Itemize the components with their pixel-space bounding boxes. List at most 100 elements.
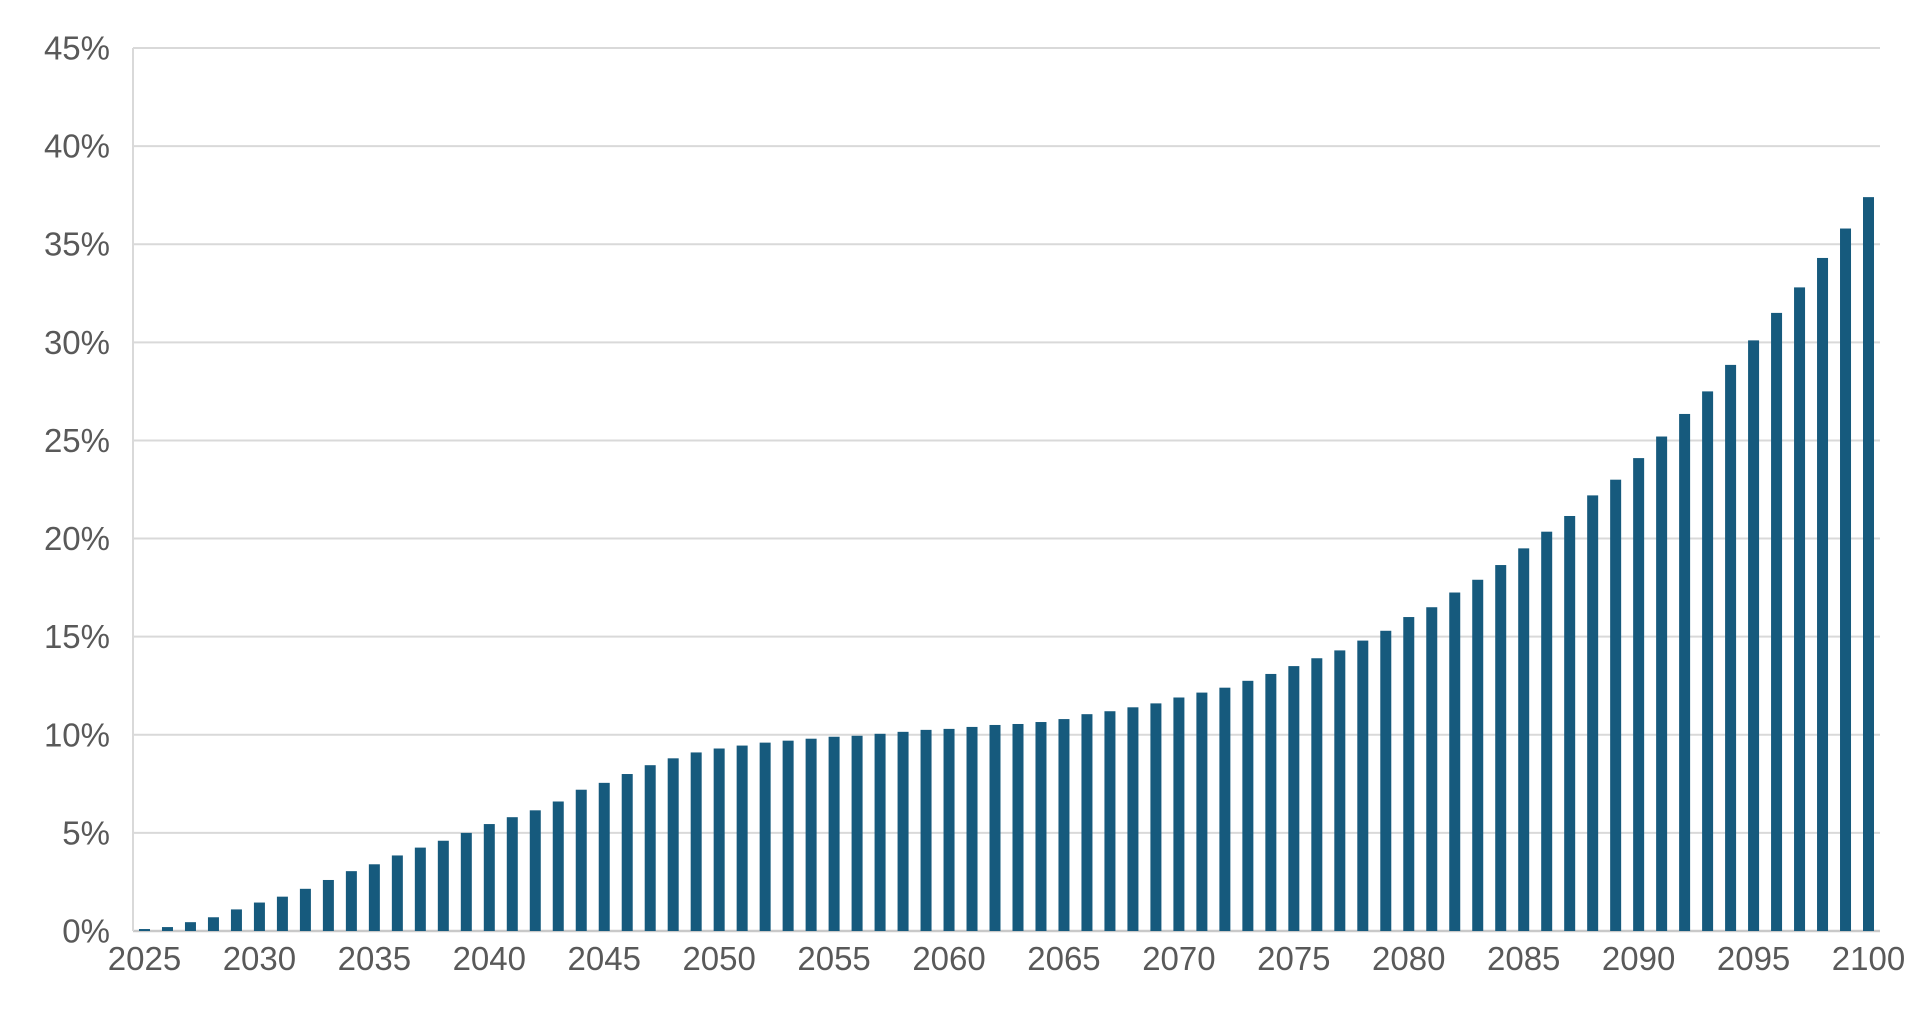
bar-2031 xyxy=(276,896,288,931)
bar-2046 xyxy=(621,774,633,931)
bar-2100 xyxy=(1863,197,1875,931)
bar-2061 xyxy=(966,726,978,931)
bar-2050 xyxy=(713,748,725,931)
bar-2036 xyxy=(391,855,403,931)
bar-2026 xyxy=(161,927,173,931)
bar-2044 xyxy=(575,789,587,931)
x-axis-tick-label: 2090 xyxy=(1602,940,1675,977)
x-axis-tick-label: 2045 xyxy=(568,940,641,977)
bar-2080 xyxy=(1403,617,1415,931)
bar-2096 xyxy=(1771,312,1783,931)
y-axis-tick-label: 10% xyxy=(44,716,110,753)
y-axis-tick-label: 0% xyxy=(62,913,110,950)
bar-2098 xyxy=(1817,257,1829,931)
bar-2045 xyxy=(598,782,610,931)
bar-2064 xyxy=(1035,722,1047,931)
bar-2078 xyxy=(1357,640,1369,931)
bar-2095 xyxy=(1748,340,1760,932)
bar-2025 xyxy=(138,929,150,931)
bar-2028 xyxy=(207,917,219,931)
x-axis-tick-label: 2080 xyxy=(1372,940,1445,977)
bar-2083 xyxy=(1472,579,1484,931)
bar-2085 xyxy=(1518,548,1530,931)
y-axis-tick-label: 5% xyxy=(62,814,110,851)
x-axis-tick-label: 2030 xyxy=(223,940,296,977)
bar-2059 xyxy=(920,729,932,931)
bar-2069 xyxy=(1150,703,1162,931)
bar-2090 xyxy=(1633,458,1645,931)
x-axis-tick-label: 2055 xyxy=(797,940,870,977)
bar-2042 xyxy=(529,810,541,931)
bar-2054 xyxy=(805,738,817,931)
bar-2067 xyxy=(1104,711,1116,931)
x-axis-tick-label: 2060 xyxy=(912,940,985,977)
bar-2047 xyxy=(644,765,656,931)
bar-2074 xyxy=(1265,673,1277,931)
bar-2053 xyxy=(782,740,794,931)
y-axis-tick-label: 25% xyxy=(44,422,110,459)
bar-2070 xyxy=(1173,697,1185,931)
bar-2072 xyxy=(1219,687,1231,931)
bar-2097 xyxy=(1794,287,1806,931)
x-axis-tick-label: 2025 xyxy=(108,940,181,977)
bar-2048 xyxy=(667,758,679,931)
bar-2032 xyxy=(299,888,311,931)
bar-2043 xyxy=(552,801,564,931)
bar-2056 xyxy=(851,735,863,931)
bar-2058 xyxy=(897,731,909,931)
bar-2038 xyxy=(437,840,449,931)
bar-2060 xyxy=(943,728,955,931)
bar-2091 xyxy=(1656,436,1668,931)
bar-2076 xyxy=(1311,658,1323,931)
bar-2092 xyxy=(1679,413,1691,931)
bar-2051 xyxy=(736,745,748,931)
bar-2027 xyxy=(184,922,196,931)
bar-2055 xyxy=(828,736,840,931)
bar-2079 xyxy=(1380,630,1392,931)
bar-2063 xyxy=(1012,723,1024,931)
bar-2041 xyxy=(506,817,518,931)
bar-2084 xyxy=(1495,565,1507,931)
bar-2040 xyxy=(483,824,495,931)
bar-2039 xyxy=(460,832,472,931)
y-axis-tick-label: 30% xyxy=(44,324,110,361)
bar-2066 xyxy=(1081,714,1093,931)
bar-2077 xyxy=(1334,650,1346,931)
bar-2065 xyxy=(1058,719,1070,931)
bar-2082 xyxy=(1449,592,1461,931)
bar-2089 xyxy=(1610,479,1622,931)
x-axis-tick-label: 2075 xyxy=(1257,940,1330,977)
y-axis-tick-label: 20% xyxy=(44,520,110,557)
bar-2030 xyxy=(253,902,265,931)
bar-2086 xyxy=(1541,531,1553,931)
bar-2057 xyxy=(874,733,886,931)
y-axis-tick-label: 45% xyxy=(44,30,110,67)
y-axis-tick-label: 35% xyxy=(44,226,110,263)
x-axis-tick-label: 2065 xyxy=(1027,940,1100,977)
bar-2094 xyxy=(1725,364,1737,931)
y-axis-tick-label: 40% xyxy=(44,128,110,165)
bar-2075 xyxy=(1288,666,1300,931)
bar-2037 xyxy=(414,847,426,931)
bar-2087 xyxy=(1564,515,1576,931)
bar-2034 xyxy=(345,871,357,931)
x-axis-tick-label: 2040 xyxy=(453,940,526,977)
bar-2035 xyxy=(368,864,380,931)
bar-2071 xyxy=(1196,692,1208,931)
x-axis-tick-label: 2085 xyxy=(1487,940,1560,977)
x-axis-tick-label: 2070 xyxy=(1142,940,1215,977)
bar-2099 xyxy=(1840,228,1852,932)
x-axis-tick-label: 2035 xyxy=(338,940,411,977)
bar-2088 xyxy=(1587,495,1599,931)
bar-2062 xyxy=(989,724,1001,931)
bar-2073 xyxy=(1242,680,1254,931)
bar-2068 xyxy=(1127,707,1139,931)
bar-2049 xyxy=(690,752,702,931)
bar-2052 xyxy=(759,742,771,931)
y-axis-tick-label: 15% xyxy=(44,618,110,655)
bar-2033 xyxy=(322,879,334,931)
x-axis-tick-label: 2095 xyxy=(1717,940,1790,977)
bar-2029 xyxy=(230,909,242,931)
